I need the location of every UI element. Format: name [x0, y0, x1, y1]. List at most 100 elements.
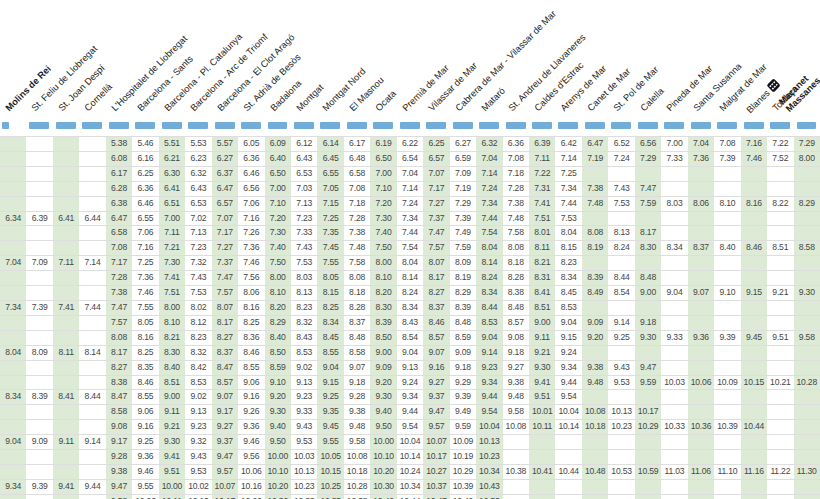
- time-cell: 9.57: [212, 465, 238, 480]
- route-line-dash: [400, 122, 420, 129]
- route-line-dash: [109, 122, 129, 129]
- time-cell: 10.48: [582, 465, 608, 480]
- time-cell: 10.03: [291, 450, 317, 465]
- time-cell: 7.36: [132, 271, 158, 286]
- empty-cell: [0, 450, 26, 465]
- time-cell: 6.44: [79, 212, 105, 227]
- time-cell: 8.17: [106, 346, 132, 361]
- empty-cell: [0, 226, 26, 241]
- empty-cell: [26, 420, 52, 435]
- time-cell: 8.08: [344, 271, 370, 286]
- time-cell: 6.19: [370, 137, 396, 152]
- time-cell: 9.45: [317, 420, 343, 435]
- time-cell: 9.15: [317, 376, 343, 391]
- time-cell: 9.21: [767, 286, 793, 301]
- empty-cell: [794, 301, 820, 316]
- time-cell: 11.22: [767, 465, 793, 480]
- empty-cell: [26, 197, 52, 212]
- empty-cell: [767, 346, 793, 361]
- time-cell: 6.32: [185, 167, 211, 182]
- empty-cell: [714, 390, 740, 405]
- empty-cell: [0, 420, 26, 435]
- empty-cell: [53, 376, 79, 391]
- empty-cell: [0, 331, 26, 346]
- time-cell: 7.53: [555, 212, 581, 227]
- empty-cell: [0, 361, 26, 376]
- time-cell: 10.39: [714, 420, 740, 435]
- empty-cell: [26, 376, 52, 391]
- time-cell: 9.11: [159, 405, 185, 420]
- empty-cell: [582, 167, 608, 182]
- time-cell: 9.25: [608, 331, 634, 346]
- time-cell: 8.30: [635, 241, 661, 256]
- time-cell: 8.07: [212, 301, 238, 316]
- time-cell: 9.30: [529, 361, 555, 376]
- time-cell: 9.24: [397, 376, 423, 391]
- time-cell: 9.16: [132, 420, 158, 435]
- time-cell: 8.37: [344, 316, 370, 331]
- time-cell: 6.32: [476, 137, 502, 152]
- empty-cell: [53, 271, 79, 286]
- time-cell: 8.11: [529, 241, 555, 256]
- time-cell: 8.34: [661, 241, 687, 256]
- time-cell: 5.57: [212, 137, 238, 152]
- time-cell: 7.19: [450, 182, 476, 197]
- time-cell: 10.43: [476, 480, 502, 495]
- time-cell: 9.06: [238, 376, 264, 391]
- time-cell: 10.10: [370, 450, 396, 465]
- time-cell: 7.26: [238, 226, 264, 241]
- time-cell: 7.16: [132, 241, 158, 256]
- time-cell: 6.22: [397, 137, 423, 152]
- time-cell: 7.47: [635, 182, 661, 197]
- time-cell: 10.10: [265, 465, 291, 480]
- time-cell: 8.29: [794, 197, 820, 212]
- time-cell: 8.51: [767, 241, 793, 256]
- time-cell: 9.00: [370, 346, 396, 361]
- time-cell: 6.09: [265, 137, 291, 152]
- time-cell: 7.34: [397, 212, 423, 227]
- empty-cell: [79, 182, 105, 197]
- empty-cell: [688, 480, 714, 495]
- time-cell: 8.57: [212, 376, 238, 391]
- time-cell: 8.53: [185, 376, 211, 391]
- time-cell: 9.09: [582, 316, 608, 331]
- time-cell: 8.59: [450, 331, 476, 346]
- empty-cell: [635, 256, 661, 271]
- empty-cell: [714, 316, 740, 331]
- empty-cell: [555, 450, 581, 465]
- empty-cell: [794, 256, 820, 271]
- timetable-grid: 5.385.465.515.535.576.056.096.126.146.17…: [0, 136, 820, 499]
- time-cell: 8.17: [212, 316, 238, 331]
- time-cell: 9.37: [212, 435, 238, 450]
- time-cell: 5.46: [132, 137, 158, 152]
- time-cell: 9.47: [106, 480, 132, 495]
- time-cell: 9.54: [555, 390, 581, 405]
- empty-cell: [767, 435, 793, 450]
- empty-cell: [794, 495, 820, 499]
- time-cell: 8.46: [238, 346, 264, 361]
- time-cell: 8.39: [450, 301, 476, 316]
- time-cell: 6.40: [265, 152, 291, 167]
- time-cell: 8.34: [476, 286, 502, 301]
- time-cell: 7.44: [555, 197, 581, 212]
- time-cell: 8.51: [159, 376, 185, 391]
- time-cell: 7.18: [344, 197, 370, 212]
- empty-cell: [741, 226, 767, 241]
- empty-cell: [688, 316, 714, 331]
- empty-cell: [794, 226, 820, 241]
- time-cell: 8.50: [265, 346, 291, 361]
- empty-cell: [582, 495, 608, 499]
- time-cell: 9.50: [265, 435, 291, 450]
- time-cell: 6.12: [291, 137, 317, 152]
- time-cell: 9.48: [582, 376, 608, 391]
- time-cell: 10.23: [608, 420, 634, 435]
- empty-cell: [79, 316, 105, 331]
- empty-cell: [503, 495, 529, 499]
- time-cell: 9.59: [635, 376, 661, 391]
- time-cell: 10.36: [688, 420, 714, 435]
- time-cell: 10.30: [370, 480, 396, 495]
- empty-cell: [53, 182, 79, 197]
- time-cell: 8.05: [317, 271, 343, 286]
- empty-cell: [582, 301, 608, 316]
- time-cell: 9.10: [265, 376, 291, 391]
